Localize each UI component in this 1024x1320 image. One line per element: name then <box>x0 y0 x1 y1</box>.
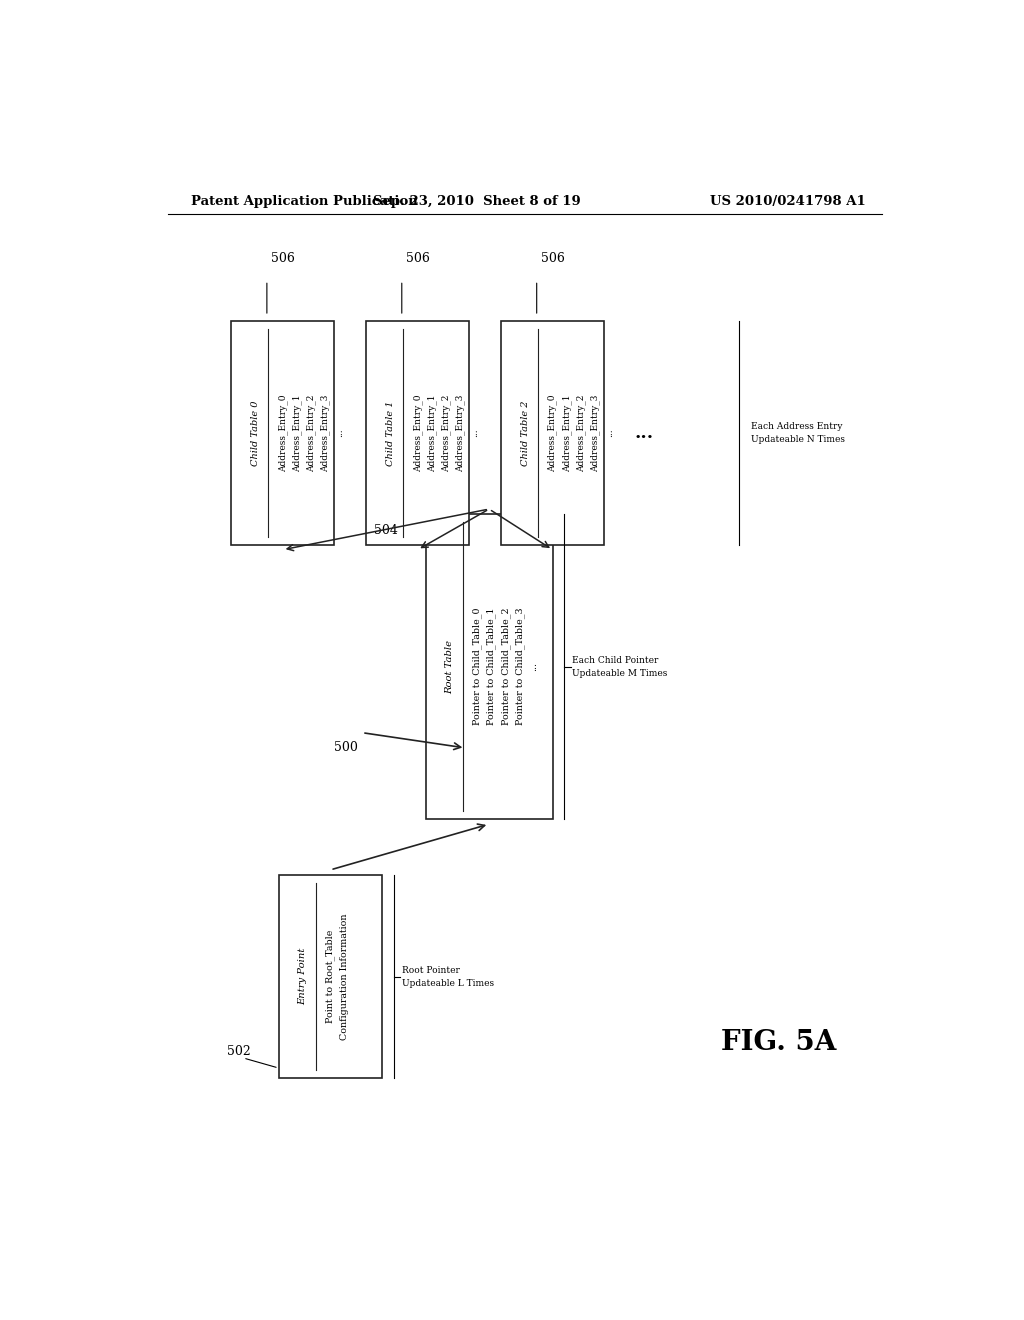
Text: 506: 506 <box>406 252 430 265</box>
Text: Address_Entry_2: Address_Entry_2 <box>441 395 452 471</box>
Text: ...: ... <box>529 663 539 671</box>
Text: Address_Entry_1: Address_Entry_1 <box>292 395 302 471</box>
Text: Address_Entry_2: Address_Entry_2 <box>306 395 316 471</box>
Bar <box>367 321 469 545</box>
Bar <box>426 515 553 818</box>
Text: 506: 506 <box>541 252 564 265</box>
Text: Child Table 2: Child Table 2 <box>521 400 529 466</box>
Text: Root Table: Root Table <box>445 640 455 693</box>
Text: Root Pointer
Updateable L Times: Root Pointer Updateable L Times <box>401 965 494 987</box>
Text: ...: ... <box>605 429 614 437</box>
Text: Each Child Pointer
Updateable M Times: Each Child Pointer Updateable M Times <box>572 656 668 677</box>
Text: Pointer to Child_Table_0: Pointer to Child_Table_0 <box>472 607 482 726</box>
Bar <box>279 875 382 1078</box>
Text: Entry Point: Entry Point <box>299 948 307 1006</box>
Text: Address_Entry_1: Address_Entry_1 <box>427 395 437 471</box>
Text: Pointer to Child_Table_3: Pointer to Child_Table_3 <box>515 607 525 726</box>
Text: Address_Entry_3: Address_Entry_3 <box>456 395 466 471</box>
Text: ...: ... <box>335 429 344 437</box>
Text: Pointer to Child_Table_2: Pointer to Child_Table_2 <box>501 607 511 726</box>
Text: Address_Entry_2: Address_Entry_2 <box>577 395 586 471</box>
Text: Address_Entry_0: Address_Entry_0 <box>413 395 423 471</box>
Text: Each Address Entry
Updateable N Times: Each Address Entry Updateable N Times <box>751 421 845 444</box>
Text: Point to Root_Table: Point to Root_Table <box>326 929 335 1023</box>
Text: Address_Entry_0: Address_Entry_0 <box>548 395 557 471</box>
Text: 504: 504 <box>374 524 398 537</box>
Text: Child Table 0: Child Table 0 <box>251 400 260 466</box>
Text: Address_Entry_3: Address_Entry_3 <box>321 395 331 471</box>
Text: Child Table 1: Child Table 1 <box>386 400 395 466</box>
Text: Address_Entry_3: Address_Entry_3 <box>591 395 600 471</box>
Text: Configuration Information: Configuration Information <box>340 913 349 1040</box>
Text: 506: 506 <box>270 252 295 265</box>
Text: 500: 500 <box>334 742 358 755</box>
Text: FIG. 5A: FIG. 5A <box>721 1030 837 1056</box>
Text: Patent Application Publication: Patent Application Publication <box>191 195 418 209</box>
Text: ...: ... <box>634 424 653 442</box>
Text: 502: 502 <box>227 1045 251 1057</box>
Bar <box>501 321 604 545</box>
Text: Address_Entry_1: Address_Entry_1 <box>562 395 571 471</box>
Text: Pointer to Child_Table_1: Pointer to Child_Table_1 <box>486 607 497 726</box>
Text: Address_Entry_0: Address_Entry_0 <box>278 395 288 471</box>
Text: US 2010/0241798 A1: US 2010/0241798 A1 <box>711 195 866 209</box>
Text: Sep. 23, 2010  Sheet 8 of 19: Sep. 23, 2010 Sheet 8 of 19 <box>374 195 581 209</box>
Bar <box>231 321 334 545</box>
Text: ...: ... <box>470 429 479 437</box>
